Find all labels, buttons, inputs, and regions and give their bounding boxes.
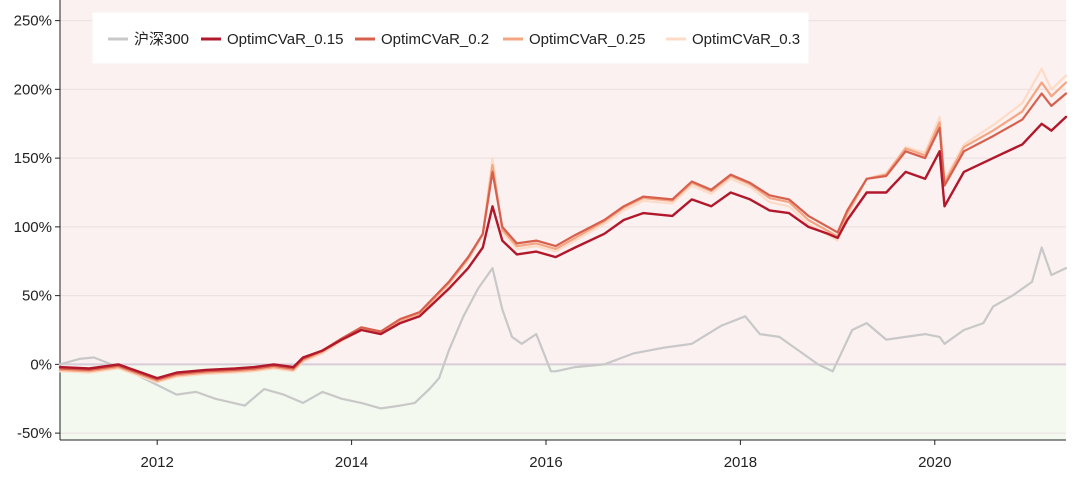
y-tick-label: 50% (22, 288, 52, 305)
negative-region (60, 364, 1066, 440)
y-tick-label: -50% (17, 425, 52, 442)
legend-label: OptimCVaR_0.15 (227, 31, 343, 48)
series-line-4 (58, 67, 1068, 384)
y-tick-label: 250% (14, 13, 52, 30)
y-tick-label: 150% (14, 150, 52, 167)
x-tick-label: 2020 (918, 454, 951, 471)
series-line-3 (58, 81, 1068, 382)
y-tick-label: 100% (14, 219, 52, 236)
y-tick-label: 200% (14, 81, 52, 98)
series-line-0 (58, 246, 1068, 410)
series-line-2 (58, 92, 1068, 381)
x-tick-label: 2012 (141, 454, 174, 471)
series-line-1 (58, 115, 1068, 380)
legend-label: OptimCVaR_0.2 (381, 31, 489, 48)
y-tick-label: 0% (30, 356, 52, 373)
legend-label: OptimCVaR_0.25 (529, 31, 645, 48)
legend-label: OptimCVaR_0.3 (692, 31, 800, 48)
legend-label: 沪深300 (134, 31, 189, 48)
x-tick-label: 2016 (529, 454, 562, 471)
x-tick-label: 2018 (724, 454, 757, 471)
x-tick-label: 2014 (335, 454, 368, 471)
